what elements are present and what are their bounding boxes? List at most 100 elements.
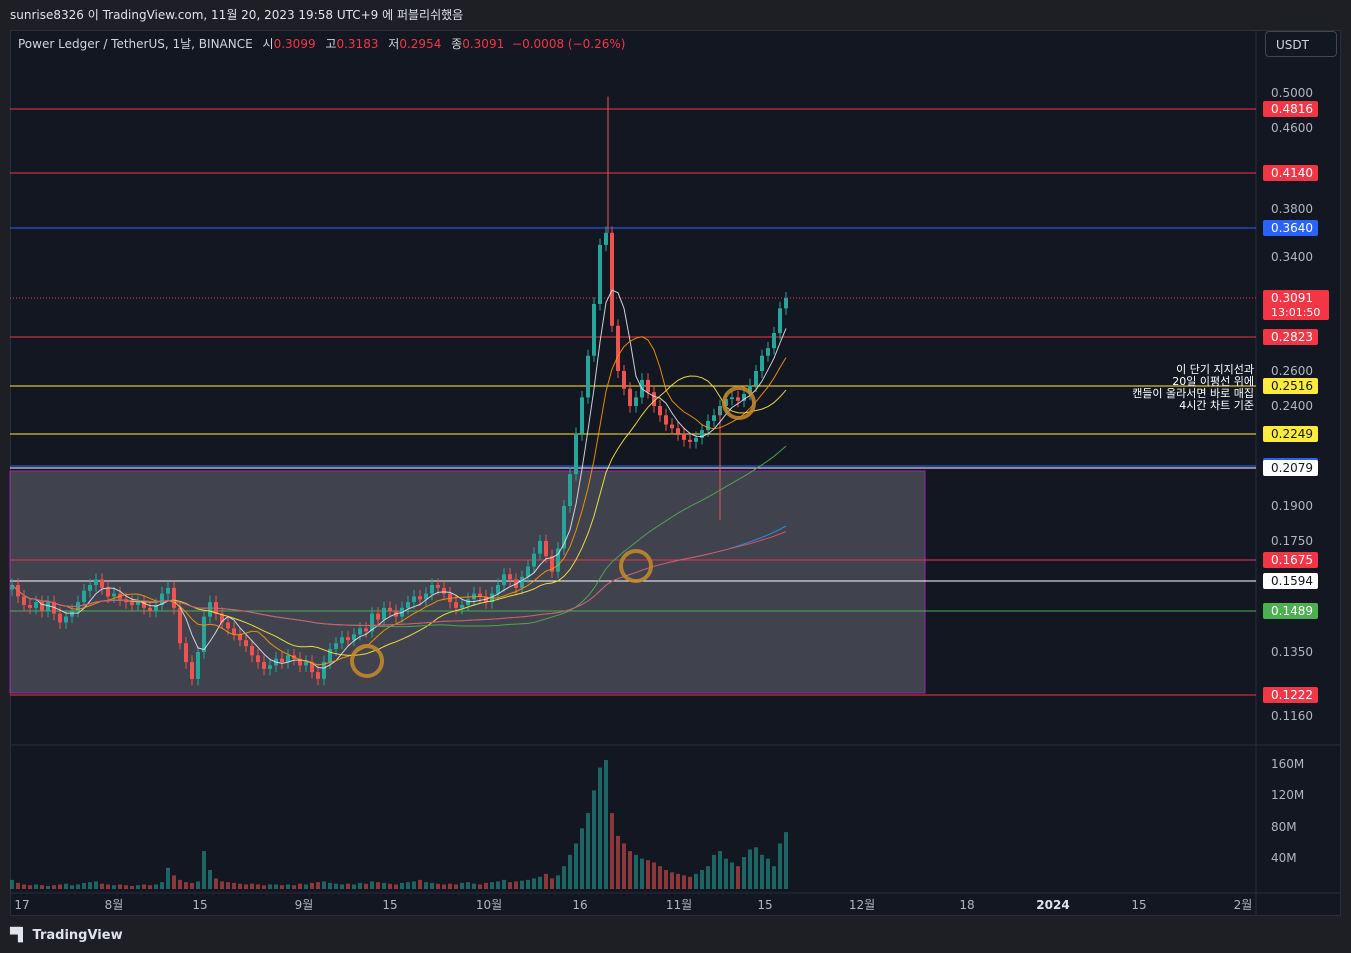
candle-body: [550, 556, 554, 572]
volume-bar: [70, 885, 74, 889]
volume-bar: [502, 879, 506, 889]
volume-bar: [358, 882, 362, 889]
volume-bar: [742, 857, 746, 889]
volume-bar: [670, 872, 674, 889]
candle-body: [160, 593, 164, 605]
volume-bar: [214, 878, 218, 889]
volume-bar: [202, 851, 206, 889]
candle-body: [178, 607, 182, 644]
volume-bar: [490, 882, 494, 889]
price-level-tag: [1263, 573, 1318, 589]
candle-body: [526, 566, 530, 577]
volume-bar: [76, 884, 80, 889]
volume-bar: [688, 876, 692, 889]
price-level-tag: [1263, 426, 1318, 442]
candle-body: [286, 655, 290, 663]
time-tick-label: 8월: [105, 898, 124, 912]
candle-body: [766, 348, 770, 356]
volume-bar: [316, 882, 320, 889]
volume-bar: [376, 882, 380, 889]
candle-body: [352, 634, 356, 641]
candle-body: [448, 593, 452, 603]
candle-body: [580, 397, 584, 434]
candle-body: [364, 628, 368, 632]
volume-bar: [736, 866, 740, 889]
volume-bar: [664, 870, 668, 889]
volume-tick-label: 80M: [1271, 820, 1297, 834]
moving-average-line: [11, 375, 787, 656]
volume-bar: [562, 866, 566, 889]
volume-bar: [46, 885, 50, 889]
tradingview-logo[interactable]: ▀▌ TradingView: [10, 928, 123, 943]
price-level-label: 0.1594: [1271, 574, 1313, 588]
volume-bar: [274, 884, 278, 889]
volume-bar: [772, 866, 776, 889]
candle-body: [568, 474, 572, 506]
candle-body: [256, 655, 260, 663]
volume-bar: [352, 884, 356, 889]
candle-body: [610, 232, 614, 326]
volume-bar: [328, 882, 332, 889]
price-tick-label: 0.3400: [1271, 250, 1313, 264]
volume-bar: [616, 835, 620, 889]
candle-body: [310, 662, 314, 673]
price-level-label: 0.4816: [1271, 102, 1313, 116]
volume-bar: [658, 866, 662, 889]
volume-bar: [64, 883, 68, 889]
currency-selector[interactable]: USDT: [1265, 31, 1337, 57]
volume-bar: [418, 879, 422, 889]
candle-body: [376, 613, 380, 620]
volume-bar: [604, 760, 608, 889]
volume-bar: [298, 883, 302, 889]
volume-bar: [436, 883, 440, 889]
accumulation-zone-box: [9, 470, 926, 694]
candle-body: [466, 599, 470, 605]
candle-body: [70, 610, 74, 617]
volume-bar: [766, 858, 770, 889]
candle-body: [232, 628, 236, 635]
chart-area[interactable]: [10, 30, 1341, 916]
moving-average-line: [11, 336, 787, 666]
volume-bar: [142, 884, 146, 889]
volume-bar: [556, 875, 560, 889]
volume-bar: [550, 878, 554, 889]
price-level-label: 0.3640: [1271, 221, 1313, 235]
volume-bar: [724, 858, 728, 889]
candle-body: [184, 643, 188, 663]
price-level-label: 0.2516: [1271, 379, 1313, 393]
volume-bar: [238, 883, 242, 889]
volume-bar: [124, 885, 128, 889]
volume-bar: [466, 882, 470, 889]
volume-bar: [412, 881, 416, 889]
volume-bar: [232, 882, 236, 889]
price-level-label: 0.4140: [1271, 166, 1313, 180]
volume-bar: [22, 884, 26, 889]
volume-bar: [154, 884, 158, 889]
volume-tick-label: 160M: [1271, 757, 1304, 771]
time-tick-label: 2월: [1234, 898, 1253, 912]
volume-bar: [514, 881, 518, 889]
high-value: 0.3183: [336, 37, 379, 51]
volume-bar: [580, 828, 584, 889]
volume-bar: [172, 875, 176, 889]
candle-body: [148, 607, 152, 611]
candle-body: [532, 553, 536, 567]
candle-body: [748, 385, 752, 394]
volume-bar: [370, 881, 374, 889]
candle-body: [268, 665, 272, 669]
price-tick-label: 0.1160: [1271, 709, 1313, 723]
volume-bar: [178, 879, 182, 889]
volume-bar: [136, 885, 140, 889]
volume-bar: [682, 875, 686, 889]
candle-body: [676, 428, 680, 434]
highlight-circle: [350, 644, 384, 678]
volume-bar: [430, 882, 434, 889]
candle-body: [520, 576, 524, 588]
volume-bar: [340, 884, 344, 889]
candle-body: [508, 574, 512, 580]
candle-body: [652, 392, 656, 406]
candle-body: [742, 393, 746, 401]
volume-bar: [448, 883, 452, 889]
price-level-tag: [1263, 687, 1318, 703]
